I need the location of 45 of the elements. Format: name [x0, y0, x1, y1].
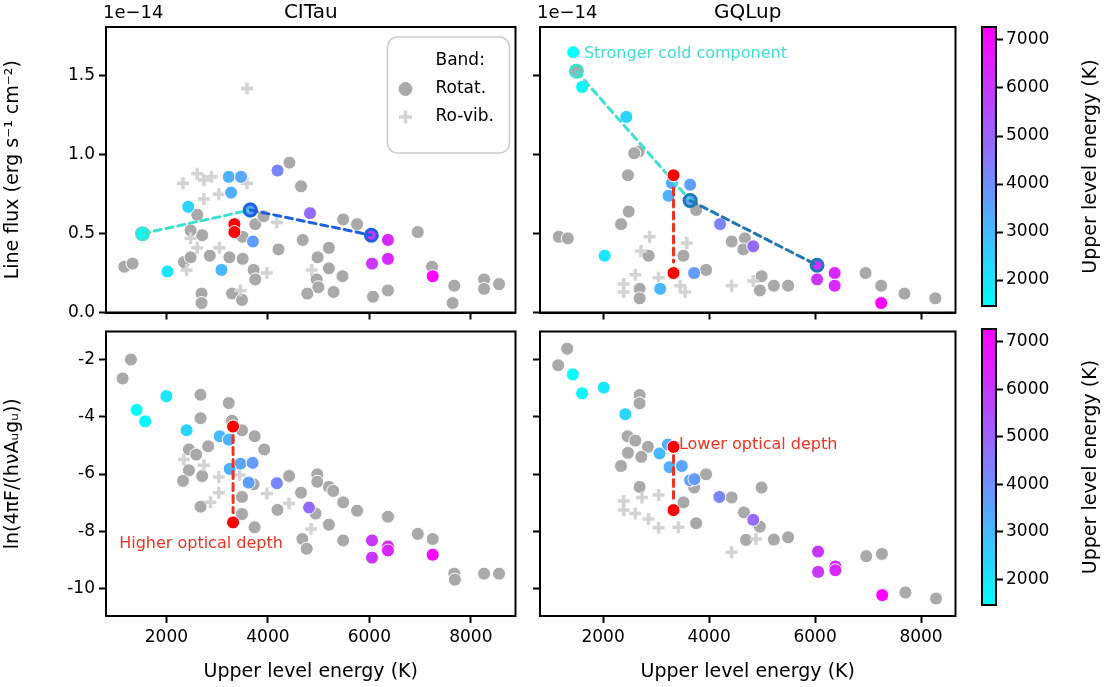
y-axis-title: Line flux (erg s⁻¹ cm⁻²) — [0, 60, 23, 280]
x-tick-label: 8000 — [449, 625, 493, 646]
legend-title: Band: — [435, 49, 485, 70]
y-tick-label: -4 — [78, 405, 95, 426]
legend-label: Rotat. — [435, 77, 487, 98]
x-tick-label: 4000 — [687, 625, 731, 646]
color-bar-label: 2000 — [1006, 268, 1050, 289]
color-bar-label: 7000 — [1006, 28, 1050, 49]
color-bar-title: Upper level energy (K) — [1077, 59, 1100, 274]
color-bar-label: 5000 — [1006, 124, 1050, 145]
x-tick-label: 4000 — [246, 625, 290, 646]
text: 1e−14 — [103, 0, 164, 22]
color-bar-title: Upper level energy (K) — [1077, 359, 1100, 575]
color-bar-label: 4000 — [1006, 472, 1050, 493]
color-bar-label: 7000 — [1006, 330, 1050, 351]
x-tick-label: 2000 — [144, 625, 189, 646]
color-bar-label: 5000 — [1006, 425, 1050, 446]
y-tick-label: -8 — [78, 519, 95, 540]
chart-title: CITau — [283, 0, 338, 24]
annotation: Lower optical depth — [678, 434, 838, 454]
color-bar-label: 3000 — [1006, 220, 1050, 241]
color-bar-label: 3000 — [1006, 520, 1050, 541]
y-tick-label: 1.5 — [67, 64, 95, 85]
y-tick-label: -6 — [78, 462, 95, 483]
annotation: Higher optical depth — [119, 532, 283, 552]
color-bar-label: 2000 — [1006, 567, 1050, 588]
y-tick-label: -2 — [78, 347, 95, 368]
y-tick-label: 1.0 — [67, 143, 95, 164]
x-tick-label: 6000 — [347, 625, 391, 646]
x-tick-label: 8000 — [899, 625, 943, 646]
color-bar-label: 6000 — [1006, 76, 1050, 97]
x-axis-title: Upper level energy (K) — [203, 658, 418, 681]
y-tick-label: -10 — [67, 576, 95, 597]
x-tick-label: 6000 — [793, 625, 837, 646]
y-tick-label: 0.5 — [67, 222, 95, 243]
legend-label: Ro-vib. — [435, 105, 494, 126]
text: 1e−14 — [537, 0, 598, 22]
x-tick-label: 2000 — [581, 625, 625, 646]
x-axis-title: Upper level energy (K) — [640, 658, 855, 681]
chart-title: GQLup — [714, 0, 782, 24]
color-bar-label: 4000 — [1006, 172, 1050, 193]
annotation: Stronger cold component — [583, 42, 787, 62]
y-axis-title: ln(4πF/(hνAᵤgᵤ)) — [0, 398, 23, 550]
color-bar-label: 6000 — [1006, 377, 1050, 398]
y-tick-label: 0.0 — [67, 300, 95, 321]
